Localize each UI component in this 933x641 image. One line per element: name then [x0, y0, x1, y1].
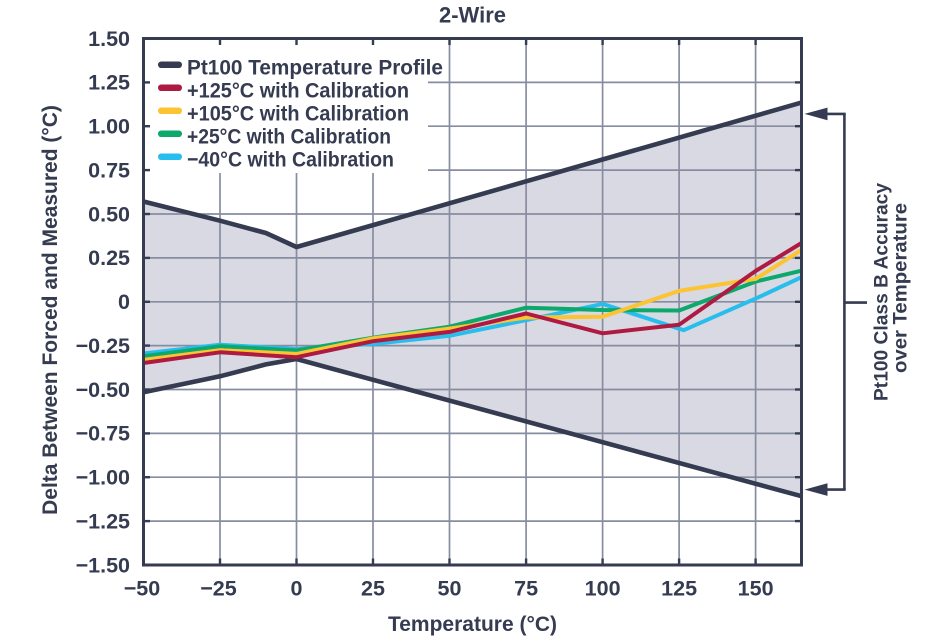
svg-text:75: 75	[514, 577, 538, 601]
svg-text:Temperature (°C): Temperature (°C)	[388, 613, 557, 636]
svg-text:Pt100 Class B Accuracy: Pt100 Class B Accuracy	[871, 183, 893, 401]
svg-text:150: 150	[738, 577, 774, 601]
svg-text:1.50: 1.50	[88, 27, 130, 51]
svg-text:over Temperature: over Temperature	[890, 203, 912, 373]
svg-text:Pt100 Temperature Profile: Pt100 Temperature Profile	[187, 56, 443, 80]
svg-text:−1.50: −1.50	[76, 553, 130, 577]
svg-text:−25: −25	[200, 577, 237, 601]
svg-text:−1.00: −1.00	[76, 466, 130, 490]
svg-text:0: 0	[291, 577, 303, 601]
svg-text:−1.25: −1.25	[76, 509, 130, 533]
svg-text:−0.75: −0.75	[76, 422, 130, 446]
svg-text:−40°C with Calibration: −40°C with Calibration	[187, 148, 394, 172]
svg-text:2-Wire: 2-Wire	[439, 3, 506, 28]
svg-text:+105°C with Calibration: +105°C with Calibration	[187, 102, 409, 126]
svg-text:50: 50	[438, 577, 462, 601]
svg-text:100: 100	[585, 577, 621, 601]
svg-text:0.75: 0.75	[88, 158, 130, 182]
svg-text:−50: −50	[124, 577, 161, 601]
svg-text:+25°C with Calibration: +25°C with Calibration	[187, 125, 391, 149]
svg-text:1.25: 1.25	[88, 71, 130, 95]
svg-text:−0.50: −0.50	[76, 378, 130, 402]
svg-text:0: 0	[118, 290, 130, 314]
svg-text:25: 25	[361, 577, 385, 601]
svg-text:0.25: 0.25	[88, 246, 130, 270]
svg-text:125: 125	[661, 577, 697, 601]
svg-text:0.50: 0.50	[88, 202, 130, 226]
svg-text:−0.25: −0.25	[76, 334, 130, 358]
svg-text:Delta Between Forced and Measu: Delta Between Forced and Measured (°C)	[39, 105, 62, 515]
svg-text:1.00: 1.00	[88, 115, 130, 139]
svg-text:+125°C with Calibration: +125°C with Calibration	[187, 79, 409, 103]
